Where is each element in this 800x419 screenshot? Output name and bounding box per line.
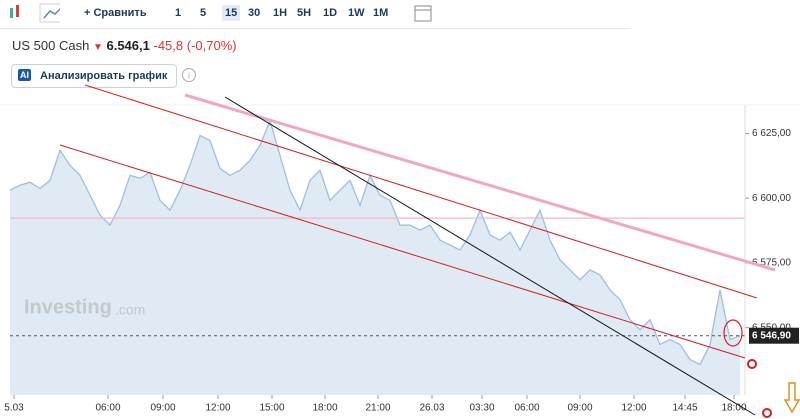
price: 6.546,1 bbox=[106, 38, 150, 53]
interval-button[interactable]: 5H bbox=[297, 7, 312, 19]
x-tick-label: 5.03 bbox=[4, 403, 24, 414]
watermark-suffix: .com bbox=[115, 302, 145, 318]
y-tick-label: 6 575,00 bbox=[752, 258, 791, 269]
x-tick-label: 03:30 bbox=[469, 403, 494, 414]
instrument-name: US 500 Cash bbox=[12, 38, 90, 53]
area-fill bbox=[10, 120, 740, 396]
price-change-pct: (-0,70%) bbox=[186, 38, 237, 53]
x-tick-label: 26.03 bbox=[419, 403, 444, 414]
price-change: -45,8 bbox=[153, 38, 184, 53]
y-tick-label: 6 625,00 bbox=[752, 128, 791, 139]
x-tick-label: 18:00 bbox=[312, 403, 337, 414]
x-tick-label: 14:45 bbox=[672, 403, 697, 414]
instrument-header: US 500 Cash ▼ 6.546,1 -45,8 (-0,70%) bbox=[12, 38, 237, 53]
svg-text:i: i bbox=[188, 70, 190, 80]
last-price-box bbox=[749, 327, 799, 344]
table-icon[interactable] bbox=[410, 1, 440, 27]
interval-button[interactable]: 1H bbox=[273, 7, 288, 19]
interval-button[interactable]: 30 bbox=[248, 7, 261, 19]
x-tick-label: 21:00 bbox=[365, 403, 390, 414]
interval-button[interactable]: 1D bbox=[323, 7, 338, 19]
interval-button[interactable]: 1M bbox=[373, 7, 389, 19]
toolbar-icons bbox=[10, 3, 60, 23]
toolbar-border bbox=[0, 28, 630, 29]
interval-button[interactable]: 5 bbox=[200, 7, 207, 19]
interval-button[interactable]: 1W bbox=[348, 7, 365, 19]
x-tick-label: 12:00 bbox=[205, 403, 230, 414]
user-drawings bbox=[59, 84, 800, 418]
compare-button[interactable]: + Сравнить bbox=[84, 7, 147, 19]
x-tick-label: 09:00 bbox=[567, 403, 592, 414]
price-line bbox=[9, 118, 741, 366]
x-tick-label: 06:00 bbox=[95, 403, 120, 414]
last-price-label: 6 546,90 bbox=[752, 330, 791, 341]
x-tick-label: 06:00 bbox=[514, 403, 539, 414]
x-tick-label: 09:00 bbox=[150, 403, 175, 414]
y-tick-label: 6 600,00 bbox=[752, 193, 791, 204]
interval-button[interactable]: 15 bbox=[222, 5, 241, 21]
x-tick-label: 15:00 bbox=[259, 403, 284, 414]
x-tick-label: 18:00 bbox=[721, 403, 746, 414]
analyze-label: Анализировать график bbox=[40, 70, 168, 82]
interval-button[interactable]: 1 bbox=[175, 7, 182, 19]
watermark: Investing bbox=[24, 296, 112, 318]
toolbar: + Сравнить 1 5 15 30 1H 5H 1D 1W 1M bbox=[0, 0, 800, 29]
x-tick-label: 12:00 bbox=[621, 403, 646, 414]
info-icon[interactable]: i bbox=[181, 67, 197, 83]
